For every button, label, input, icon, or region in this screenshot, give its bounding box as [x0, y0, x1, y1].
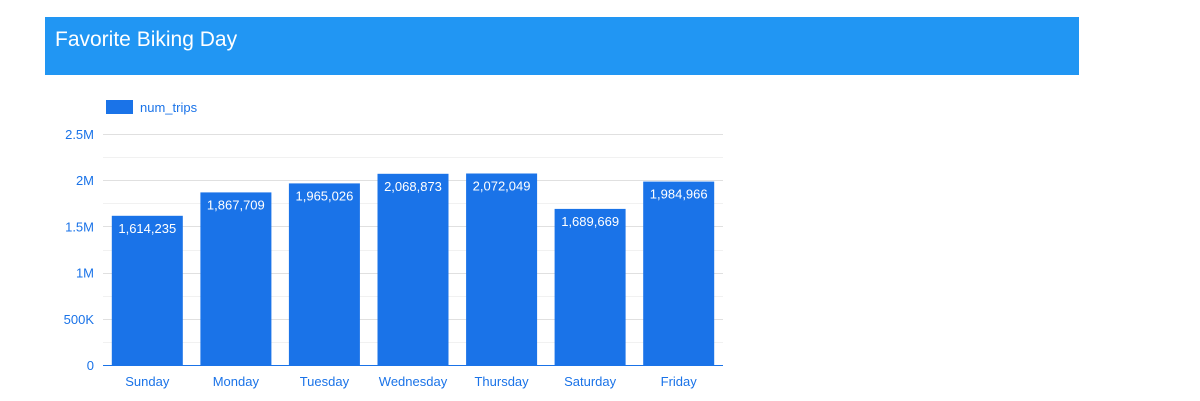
report-title: Favorite Biking Day — [55, 28, 238, 51]
bar-value-label: 2,072,049 — [473, 179, 531, 194]
y-tick-label: 500K — [64, 312, 95, 327]
report-header: Favorite Biking Day — [45, 17, 1079, 75]
y-tick-label: 2M — [76, 173, 94, 188]
x-axis: Sunday Monday Tuesday Wednesday Thursday Satu… — [125, 374, 697, 389]
x-tick-label: Monday — [213, 374, 260, 389]
y-tick-label: 2.5M — [65, 127, 94, 142]
x-tick-label: Saturday — [564, 374, 617, 389]
x-tick-label: Wednesday — [379, 374, 448, 389]
bar-value-label: 2,068,873 — [384, 179, 442, 194]
legend: num_trips — [106, 100, 198, 115]
x-tick-label: Sunday — [125, 374, 170, 389]
bar-value-label: 1,689,669 — [561, 214, 619, 229]
bar-value-label: 1,867,709 — [207, 197, 265, 212]
y-tick-label: 1M — [76, 266, 94, 281]
x-tick-label: Tuesday — [300, 374, 350, 389]
bars: 1,614,235 1,867,709 1,965,026 2,068,873 2,07… — [111, 173, 715, 365]
bar-value-label: 1,965,026 — [296, 188, 354, 203]
bar-value-label: 1,984,966 — [650, 187, 708, 202]
x-tick-label: Thursday — [474, 374, 529, 389]
bar-saturday — [554, 208, 626, 365]
bar-tuesday — [288, 183, 360, 365]
bar-wednesday — [377, 173, 449, 365]
bar-value-label: 1,614,235 — [118, 221, 176, 236]
bar-monday — [200, 192, 272, 365]
y-tick-label: 0 — [87, 358, 94, 373]
bar-friday — [643, 181, 715, 365]
legend-label: num_trips — [140, 100, 198, 115]
x-tick-label: Friday — [661, 374, 698, 389]
bar-sunday — [111, 215, 183, 365]
y-axis: 0 500K 1M 1.5M 2M 2.5M — [64, 127, 95, 373]
y-tick-label: 1.5M — [65, 219, 94, 234]
legend-swatch — [106, 100, 133, 114]
bar-thursday — [466, 173, 538, 365]
